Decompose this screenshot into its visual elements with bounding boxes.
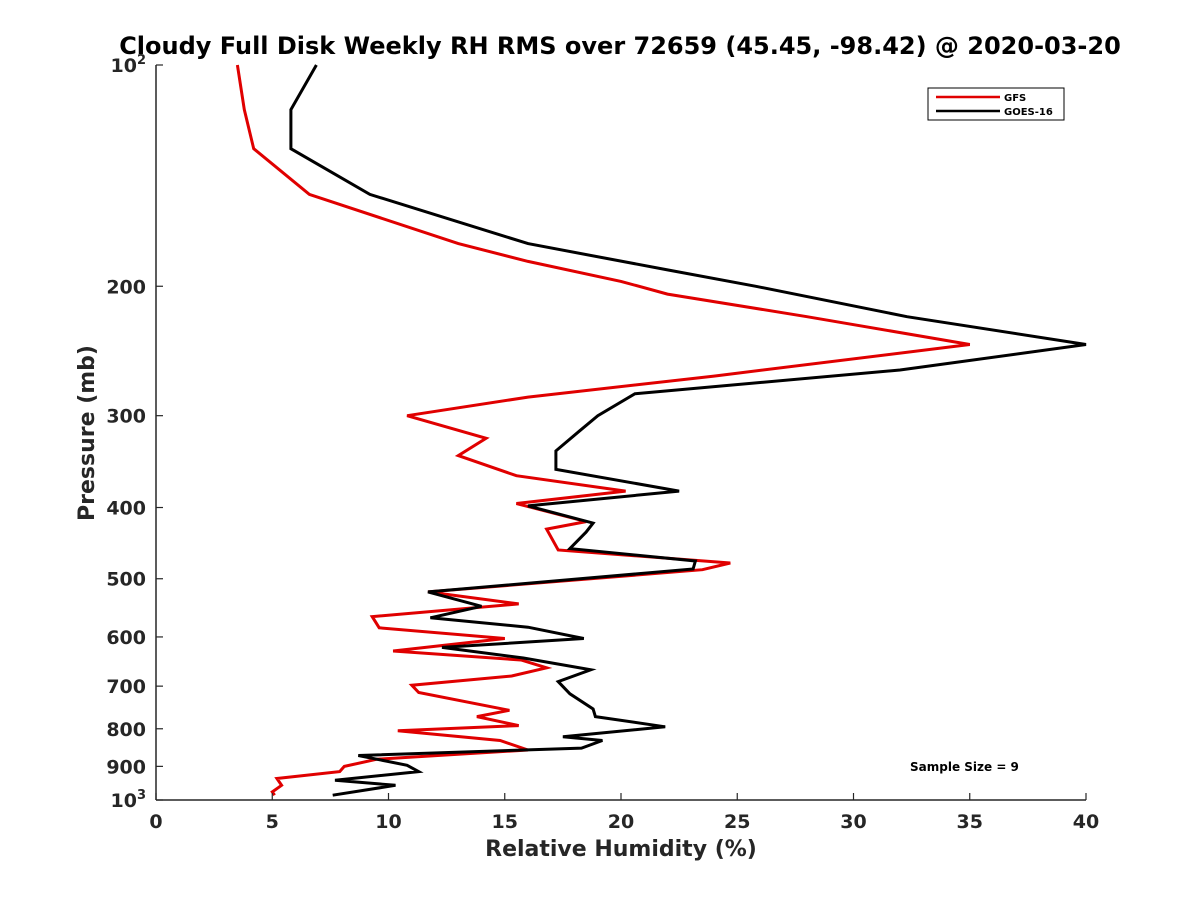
y-tick-label: 700 bbox=[106, 676, 146, 698]
y-tick-label: 200 bbox=[106, 276, 146, 298]
y-tick-base: 600 bbox=[106, 627, 146, 649]
legend-box bbox=[927, 87, 1065, 121]
y-tick-label: 800 bbox=[106, 719, 146, 741]
y-tick-base: 300 bbox=[106, 406, 146, 428]
x-tick-label: 15 bbox=[492, 811, 518, 833]
x-tick-label: 30 bbox=[840, 811, 866, 833]
y-tick-label: 900 bbox=[106, 756, 146, 778]
x-tick-label: 20 bbox=[608, 811, 634, 833]
x-axis-label: Relative Humidity (%) bbox=[485, 837, 757, 862]
y-tick-base: 200 bbox=[106, 276, 146, 298]
x-tick-label: 0 bbox=[149, 811, 162, 833]
y-tick-base: 800 bbox=[106, 719, 146, 741]
y-tick-exponent: 2 bbox=[137, 53, 146, 68]
legend: GFS GOES-16 bbox=[927, 87, 1065, 121]
x-tick-label: 40 bbox=[1073, 811, 1099, 833]
series-layer bbox=[235, 64, 1087, 797]
y-tick-label: 500 bbox=[106, 569, 146, 591]
y-tick-label: 103 bbox=[111, 788, 147, 812]
y-tick-base: 400 bbox=[106, 498, 146, 520]
x-tick-label: 35 bbox=[957, 811, 983, 833]
y-tick-exponent: 3 bbox=[137, 788, 146, 803]
sample-size-annotation: Sample Size = 9 bbox=[910, 760, 1019, 774]
x-tick-label: 5 bbox=[266, 811, 279, 833]
series-line-goes16 bbox=[289, 64, 1087, 797]
y-tick-label: 300 bbox=[106, 406, 146, 428]
y-tick-base: 900 bbox=[106, 756, 146, 778]
legend-label-goes16: GOES-16 bbox=[1004, 107, 1053, 118]
y-tick-label: 102 bbox=[111, 53, 147, 77]
y-tick-label: 400 bbox=[106, 498, 146, 520]
x-tick-label: 25 bbox=[724, 811, 750, 833]
x-tick-label: 10 bbox=[375, 811, 401, 833]
y-axis-label: Pressure (mb) bbox=[75, 345, 100, 521]
y-tick-base: 500 bbox=[106, 569, 146, 591]
legend-label-gfs: GFS bbox=[1004, 93, 1026, 104]
y-tick-label: 600 bbox=[106, 627, 146, 649]
y-tick-base: 10 bbox=[111, 55, 137, 77]
x-axis-ticks: 0 5 10 15 20 25 30 35 40 bbox=[149, 793, 1099, 833]
y-tick-base: 10 bbox=[111, 790, 137, 812]
chart-title: Cloudy Full Disk Weekly RH RMS over 7265… bbox=[119, 32, 1121, 60]
y-tick-base: 700 bbox=[106, 676, 146, 698]
